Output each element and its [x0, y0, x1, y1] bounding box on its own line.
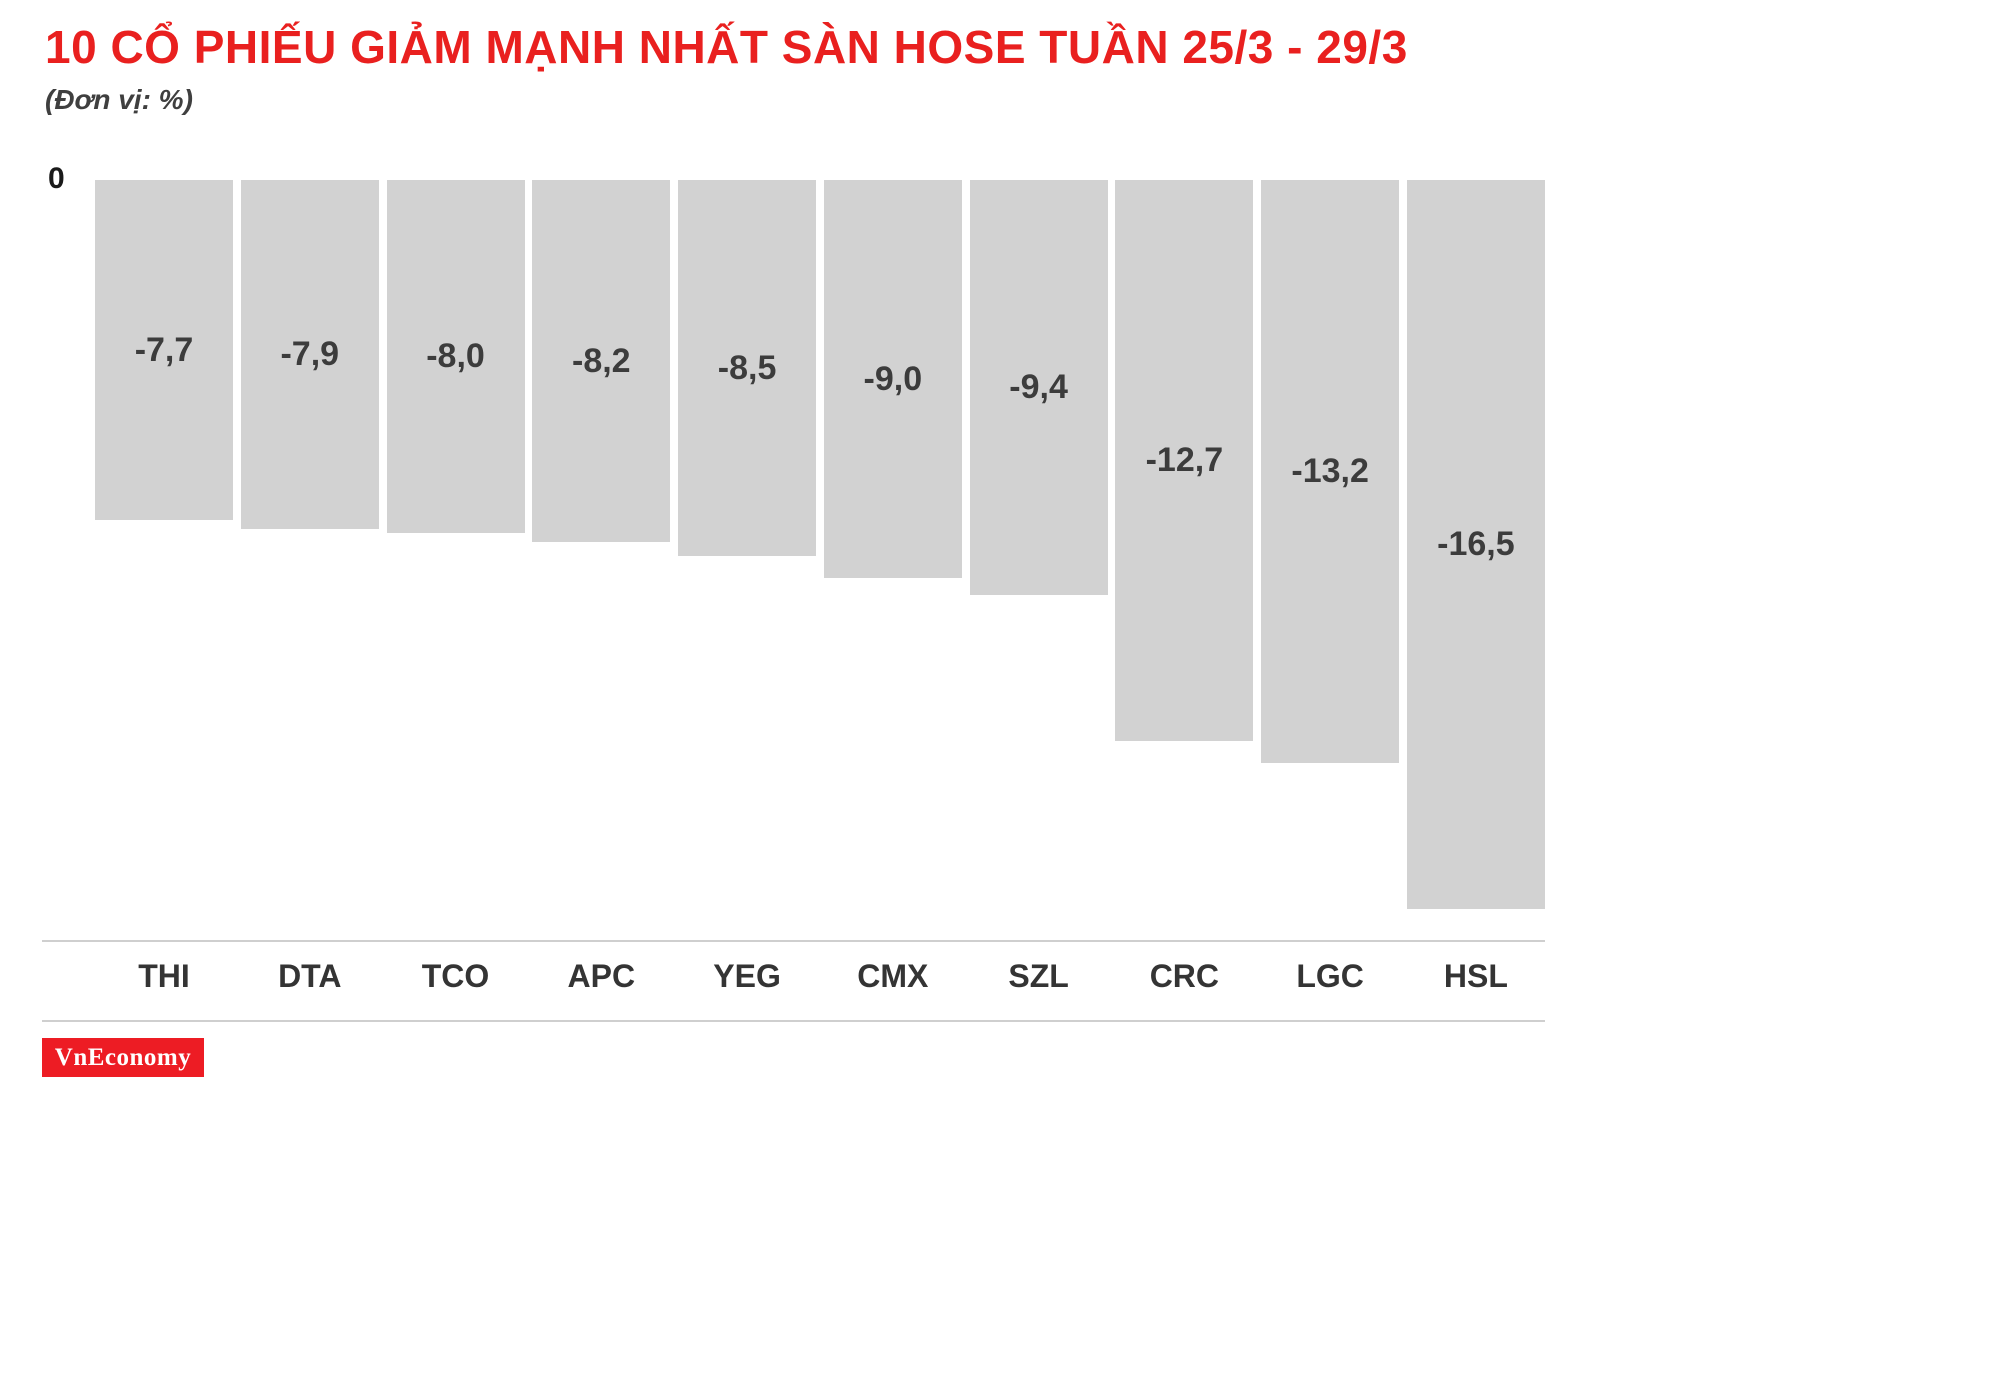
bar-LGC: -13,2 [1261, 180, 1400, 763]
bars: -7,7 -7,9 -8,0 -8,2 -8,5 -9,0 -9,4 -12,7 -13,2 -1… [95, 180, 1545, 909]
plot-area: -7,7 -7,9 -8,0 -8,2 -8,5 -9,0 -9,4 -12,7 -13,2 -1… [95, 180, 1545, 940]
category-label-CRC: CRC [1149, 958, 1220, 994]
bar-THI: -7,7 [95, 180, 233, 520]
vneconomy-logo-text: VnEconomy [54, 1043, 192, 1071]
bar-value-label-YEG: -8,5 [717, 348, 777, 387]
bar-YEG: -8,5 [678, 180, 817, 556]
vneconomy-logo: VnEconomy [42, 1038, 204, 1077]
bar-value-label-CRC: -12,7 [1145, 441, 1224, 479]
category-label-HSL: HSL [1443, 958, 1508, 994]
bar-value-label-LGC: -13,2 [1291, 452, 1369, 490]
page-title: 10 CỔ PHIẾU GIẢM MẠNH NHẤT SÀN HOSE TUẦN… [45, 21, 1408, 73]
category-label-TCO: TCO [421, 958, 490, 994]
bar-value-label-APC: -8,2 [572, 341, 631, 380]
category-label-APC: APC [567, 958, 636, 994]
category-label-CMX: CMX [857, 958, 929, 994]
bar-CRC: -12,7 [1115, 180, 1254, 741]
bar-DTA: -7,9 [240, 180, 379, 529]
unit-label: (Đơn vị: %) [45, 84, 193, 115]
axis-baseline-separator [42, 940, 1545, 942]
category-labels: THI DTA TCO APC YEG CMX SZL CRC LGC HSL [95, 958, 1545, 995]
bar-value-label-CMX: -9,0 [863, 359, 923, 398]
category-label-YEG: YEG [713, 958, 781, 994]
footer-separator [42, 1020, 1545, 1022]
category-label-LGC: LGC [1296, 958, 1364, 994]
bar-value-label-DTA: -7,9 [280, 335, 340, 373]
category-label-DTA: DTA [278, 958, 342, 994]
bar-TCO: -8,0 [386, 180, 525, 533]
bar-CMX: -9,0 [823, 180, 962, 578]
bar-value-label-HSL: -16,5 [1437, 525, 1515, 563]
bar-SZL: -9,4 [969, 180, 1108, 595]
axis-zero-label: 0 [48, 162, 65, 195]
bar-APC: -8,2 [532, 180, 671, 542]
category-label-SZL: SZL [1008, 958, 1069, 994]
bar-value-label-TCO: -8,0 [426, 337, 485, 375]
category-label-THI: THI [138, 958, 190, 994]
bar-value-label-THI: -7,7 [134, 330, 194, 369]
bar-value-label-SZL: -9,4 [1009, 368, 1068, 406]
bar-HSL: -16,5 [1406, 180, 1545, 909]
